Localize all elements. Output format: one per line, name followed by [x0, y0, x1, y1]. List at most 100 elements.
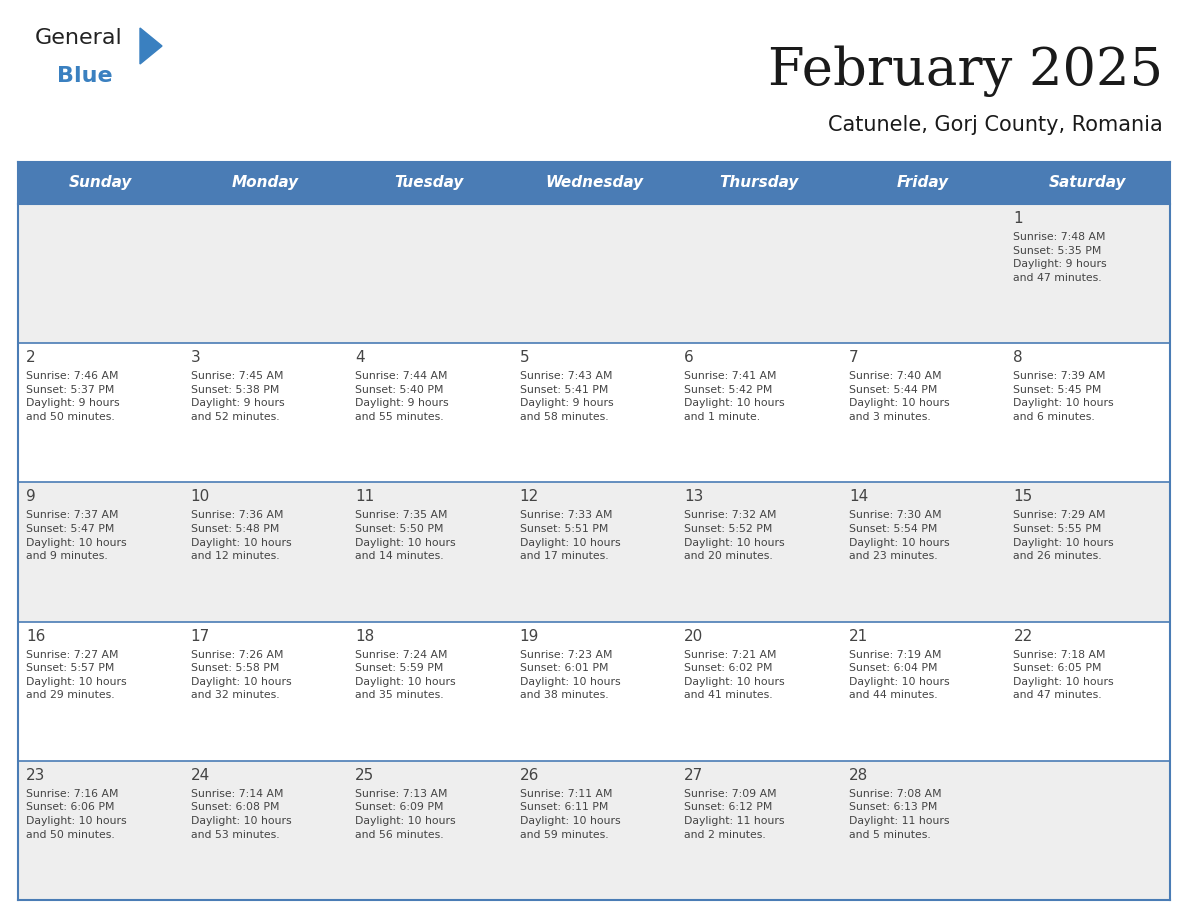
Bar	[841, 204, 1005, 343]
Text: Thursday: Thursday	[719, 175, 798, 191]
Text: Sunrise: 7:24 AM
Sunset: 5:59 PM
Daylight: 10 hours
and 35 minutes.: Sunrise: 7:24 AM Sunset: 5:59 PM Dayligh…	[355, 650, 456, 700]
Text: 6: 6	[684, 350, 694, 365]
Text: Sunrise: 7:40 AM
Sunset: 5:44 PM
Daylight: 10 hours
and 3 minutes.: Sunrise: 7:40 AM Sunset: 5:44 PM Dayligh…	[849, 371, 949, 422]
Text: Sunrise: 7:36 AM
Sunset: 5:48 PM
Daylight: 10 hours
and 12 minutes.: Sunrise: 7:36 AM Sunset: 5:48 PM Dayligh…	[190, 510, 291, 561]
Text: Sunrise: 7:23 AM
Sunset: 6:01 PM
Daylight: 10 hours
and 38 minutes.: Sunrise: 7:23 AM Sunset: 6:01 PM Dayligh…	[519, 650, 620, 700]
Text: Sunrise: 7:21 AM
Sunset: 6:02 PM
Daylight: 10 hours
and 41 minutes.: Sunrise: 7:21 AM Sunset: 6:02 PM Dayligh…	[684, 650, 785, 700]
Text: 27: 27	[684, 767, 703, 783]
Text: Blue: Blue	[57, 66, 113, 86]
Bar	[841, 343, 1005, 482]
Text: 11: 11	[355, 489, 374, 504]
Text: Monday: Monday	[232, 175, 298, 191]
Text: Tuesday: Tuesday	[394, 175, 465, 191]
Bar	[18, 162, 1170, 204]
Text: Sunrise: 7:39 AM
Sunset: 5:45 PM
Daylight: 10 hours
and 6 minutes.: Sunrise: 7:39 AM Sunset: 5:45 PM Dayligh…	[1013, 371, 1114, 422]
Bar	[841, 761, 1005, 900]
Bar	[183, 343, 347, 482]
Text: Sunrise: 7:30 AM
Sunset: 5:54 PM
Daylight: 10 hours
and 23 minutes.: Sunrise: 7:30 AM Sunset: 5:54 PM Dayligh…	[849, 510, 949, 561]
Bar	[512, 621, 676, 761]
Text: 7: 7	[849, 350, 859, 365]
Text: 19: 19	[519, 629, 539, 644]
Text: 17: 17	[190, 629, 210, 644]
Bar	[183, 482, 347, 621]
Text: Sunrise: 7:19 AM
Sunset: 6:04 PM
Daylight: 10 hours
and 44 minutes.: Sunrise: 7:19 AM Sunset: 6:04 PM Dayligh…	[849, 650, 949, 700]
Text: Sunrise: 7:26 AM
Sunset: 5:58 PM
Daylight: 10 hours
and 32 minutes.: Sunrise: 7:26 AM Sunset: 5:58 PM Dayligh…	[190, 650, 291, 700]
Bar	[676, 761, 841, 900]
Bar	[676, 343, 841, 482]
Text: 24: 24	[190, 767, 210, 783]
Bar	[676, 204, 841, 343]
Text: Sunrise: 7:45 AM
Sunset: 5:38 PM
Daylight: 9 hours
and 52 minutes.: Sunrise: 7:45 AM Sunset: 5:38 PM Dayligh…	[190, 371, 284, 422]
Bar	[512, 482, 676, 621]
Text: 20: 20	[684, 629, 703, 644]
Bar	[1005, 761, 1170, 900]
Text: Sunrise: 7:46 AM
Sunset: 5:37 PM
Daylight: 9 hours
and 50 minutes.: Sunrise: 7:46 AM Sunset: 5:37 PM Dayligh…	[26, 371, 120, 422]
Bar	[183, 621, 347, 761]
Text: Sunrise: 7:14 AM
Sunset: 6:08 PM
Daylight: 10 hours
and 53 minutes.: Sunrise: 7:14 AM Sunset: 6:08 PM Dayligh…	[190, 789, 291, 840]
Text: General: General	[34, 28, 122, 48]
Text: 12: 12	[519, 489, 539, 504]
Text: Sunrise: 7:35 AM
Sunset: 5:50 PM
Daylight: 10 hours
and 14 minutes.: Sunrise: 7:35 AM Sunset: 5:50 PM Dayligh…	[355, 510, 456, 561]
Text: 3: 3	[190, 350, 201, 365]
Text: 22: 22	[1013, 629, 1032, 644]
Text: Sunrise: 7:11 AM
Sunset: 6:11 PM
Daylight: 10 hours
and 59 minutes.: Sunrise: 7:11 AM Sunset: 6:11 PM Dayligh…	[519, 789, 620, 840]
Text: 25: 25	[355, 767, 374, 783]
Bar	[347, 761, 512, 900]
Text: Sunrise: 7:48 AM
Sunset: 5:35 PM
Daylight: 9 hours
and 47 minutes.: Sunrise: 7:48 AM Sunset: 5:35 PM Dayligh…	[1013, 232, 1107, 283]
Bar	[183, 761, 347, 900]
Text: 4: 4	[355, 350, 365, 365]
Bar	[183, 204, 347, 343]
Bar	[347, 621, 512, 761]
Bar	[1005, 204, 1170, 343]
Text: Sunrise: 7:32 AM
Sunset: 5:52 PM
Daylight: 10 hours
and 20 minutes.: Sunrise: 7:32 AM Sunset: 5:52 PM Dayligh…	[684, 510, 785, 561]
Bar	[1005, 343, 1170, 482]
Text: 5: 5	[519, 350, 530, 365]
Text: Sunrise: 7:44 AM
Sunset: 5:40 PM
Daylight: 9 hours
and 55 minutes.: Sunrise: 7:44 AM Sunset: 5:40 PM Dayligh…	[355, 371, 449, 422]
Text: 10: 10	[190, 489, 210, 504]
Text: Wednesday: Wednesday	[545, 175, 643, 191]
Polygon shape	[140, 28, 162, 64]
Text: 2: 2	[26, 350, 36, 365]
Bar	[676, 621, 841, 761]
Text: 14: 14	[849, 489, 868, 504]
Text: 21: 21	[849, 629, 868, 644]
Bar	[18, 204, 183, 343]
Text: 23: 23	[26, 767, 45, 783]
Text: 16: 16	[26, 629, 45, 644]
Bar	[1005, 621, 1170, 761]
Text: 13: 13	[684, 489, 703, 504]
Text: Friday: Friday	[897, 175, 949, 191]
Text: Sunrise: 7:18 AM
Sunset: 6:05 PM
Daylight: 10 hours
and 47 minutes.: Sunrise: 7:18 AM Sunset: 6:05 PM Dayligh…	[1013, 650, 1114, 700]
Bar	[512, 204, 676, 343]
Bar	[512, 343, 676, 482]
Text: Catunele, Gorj County, Romania: Catunele, Gorj County, Romania	[828, 115, 1163, 135]
Text: Sunrise: 7:13 AM
Sunset: 6:09 PM
Daylight: 10 hours
and 56 minutes.: Sunrise: 7:13 AM Sunset: 6:09 PM Dayligh…	[355, 789, 456, 840]
Text: Sunrise: 7:09 AM
Sunset: 6:12 PM
Daylight: 11 hours
and 2 minutes.: Sunrise: 7:09 AM Sunset: 6:12 PM Dayligh…	[684, 789, 785, 840]
Bar	[18, 621, 183, 761]
Bar	[1005, 482, 1170, 621]
Text: 15: 15	[1013, 489, 1032, 504]
Text: Sunrise: 7:33 AM
Sunset: 5:51 PM
Daylight: 10 hours
and 17 minutes.: Sunrise: 7:33 AM Sunset: 5:51 PM Dayligh…	[519, 510, 620, 561]
Text: 8: 8	[1013, 350, 1023, 365]
Bar	[512, 761, 676, 900]
Text: Sunrise: 7:27 AM
Sunset: 5:57 PM
Daylight: 10 hours
and 29 minutes.: Sunrise: 7:27 AM Sunset: 5:57 PM Dayligh…	[26, 650, 127, 700]
Text: February 2025: February 2025	[767, 45, 1163, 96]
Bar	[841, 621, 1005, 761]
Text: 26: 26	[519, 767, 539, 783]
Bar	[841, 482, 1005, 621]
Text: Sunrise: 7:41 AM
Sunset: 5:42 PM
Daylight: 10 hours
and 1 minute.: Sunrise: 7:41 AM Sunset: 5:42 PM Dayligh…	[684, 371, 785, 422]
Text: 1: 1	[1013, 211, 1023, 226]
Bar	[676, 482, 841, 621]
Text: 18: 18	[355, 629, 374, 644]
Bar	[347, 482, 512, 621]
Text: Sunrise: 7:16 AM
Sunset: 6:06 PM
Daylight: 10 hours
and 50 minutes.: Sunrise: 7:16 AM Sunset: 6:06 PM Dayligh…	[26, 789, 127, 840]
Bar	[18, 482, 183, 621]
Bar	[18, 343, 183, 482]
Text: Sunrise: 7:37 AM
Sunset: 5:47 PM
Daylight: 10 hours
and 9 minutes.: Sunrise: 7:37 AM Sunset: 5:47 PM Dayligh…	[26, 510, 127, 561]
Text: 28: 28	[849, 767, 868, 783]
Text: 9: 9	[26, 489, 36, 504]
Text: Sunrise: 7:43 AM
Sunset: 5:41 PM
Daylight: 9 hours
and 58 minutes.: Sunrise: 7:43 AM Sunset: 5:41 PM Dayligh…	[519, 371, 613, 422]
Bar	[347, 204, 512, 343]
Text: Sunrise: 7:29 AM
Sunset: 5:55 PM
Daylight: 10 hours
and 26 minutes.: Sunrise: 7:29 AM Sunset: 5:55 PM Dayligh…	[1013, 510, 1114, 561]
Bar	[347, 343, 512, 482]
